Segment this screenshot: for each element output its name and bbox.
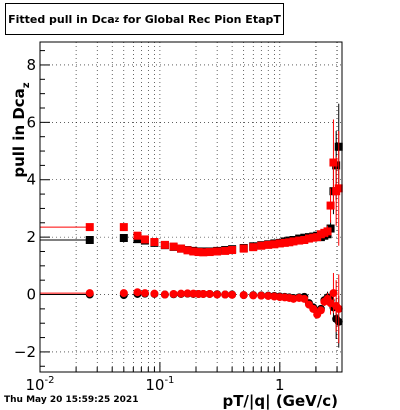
y-tick-label: 8 <box>26 56 36 74</box>
data-point-circle <box>177 289 186 298</box>
data-point-circle <box>316 306 325 315</box>
y-tick-label: −2 <box>14 343 36 361</box>
y-tick-label: 6 <box>26 113 36 131</box>
data-point-circle <box>334 304 343 313</box>
series-0 <box>40 103 343 256</box>
data-point-square <box>257 241 266 250</box>
data-point-square <box>199 248 208 257</box>
data-point-circle <box>119 289 128 298</box>
data-point-square <box>295 236 304 245</box>
data-point-circle <box>183 289 192 298</box>
data-point-circle <box>239 291 248 300</box>
data-point-square <box>169 242 178 251</box>
data-point-square <box>334 184 343 193</box>
chart-title-main: Fitted pull in Dca <box>8 12 115 26</box>
data-point-circle <box>213 290 222 299</box>
data-point-square <box>239 244 248 253</box>
data-point-square <box>205 248 214 257</box>
data-point-square <box>85 236 94 244</box>
chart-title-sub: z <box>114 14 120 24</box>
data-point-square <box>280 238 289 247</box>
data-point-square <box>85 223 94 232</box>
data-point-circle <box>150 289 159 298</box>
data-point-circle <box>300 294 309 303</box>
data-point-square <box>326 201 335 210</box>
data-point-square <box>289 237 298 246</box>
y-tick-label: 4 <box>26 171 36 189</box>
series-2 <box>40 119 343 257</box>
grid-lines <box>39 42 342 372</box>
data-point-square <box>228 246 237 255</box>
data-point-circle <box>205 289 214 298</box>
chart-title-rest: for Global Rec Pion EtapT <box>119 12 281 26</box>
data-point-circle <box>169 289 178 298</box>
data-point-square <box>264 240 273 249</box>
data-point-square <box>300 236 309 244</box>
x-tick-label: 10-1 <box>145 375 174 394</box>
series-3 <box>40 273 343 344</box>
data-point-square <box>119 223 128 232</box>
data-point-circle <box>221 290 230 299</box>
plot-frame <box>39 41 343 373</box>
data-point-circle <box>160 290 169 299</box>
data-point-square <box>160 240 169 249</box>
data-point-square <box>183 246 192 255</box>
data-point-square <box>285 238 294 247</box>
data-point-circle <box>249 291 258 300</box>
data-point-square <box>133 231 142 240</box>
x-tick-label: 10-2 <box>25 375 54 394</box>
data-point-circle <box>228 290 237 299</box>
data-point-circle <box>133 288 142 297</box>
data-point-square <box>177 244 186 253</box>
data-point-circle <box>257 291 266 300</box>
data-point-square <box>323 227 332 236</box>
data-point-square <box>329 158 338 167</box>
data-point-circle <box>140 289 149 298</box>
x-axis-label: pT/|q| (GeV/c) <box>222 392 338 410</box>
data-point-circle <box>199 289 208 298</box>
data-point-square <box>150 238 159 247</box>
data-series <box>40 103 343 348</box>
data-point-square <box>249 243 258 252</box>
data-point-square <box>270 240 279 249</box>
x-tick-label: 1 <box>275 376 285 394</box>
timestamp: Thu May 20 15:59:25 2021 <box>4 395 139 405</box>
data-point-square <box>189 247 198 256</box>
data-point-square <box>140 235 149 244</box>
data-point-square <box>213 247 222 256</box>
data-point-square <box>221 246 230 255</box>
chart-title: Fitted pull in Dca z for Global Rec Pion … <box>5 3 284 35</box>
data-point-circle <box>329 289 338 298</box>
data-point-circle <box>309 304 318 313</box>
data-point-square <box>119 233 128 242</box>
y-tick-label: 2 <box>26 228 36 246</box>
data-point-square <box>194 248 203 257</box>
data-point-square <box>275 239 284 248</box>
y-tick-label: 0 <box>26 286 36 304</box>
axis-ticks <box>39 50 338 372</box>
data-point-square <box>304 234 313 243</box>
y-axis-label: pull in Dcaz <box>10 82 32 177</box>
data-point-circle <box>264 291 273 300</box>
data-point-circle <box>85 289 94 298</box>
